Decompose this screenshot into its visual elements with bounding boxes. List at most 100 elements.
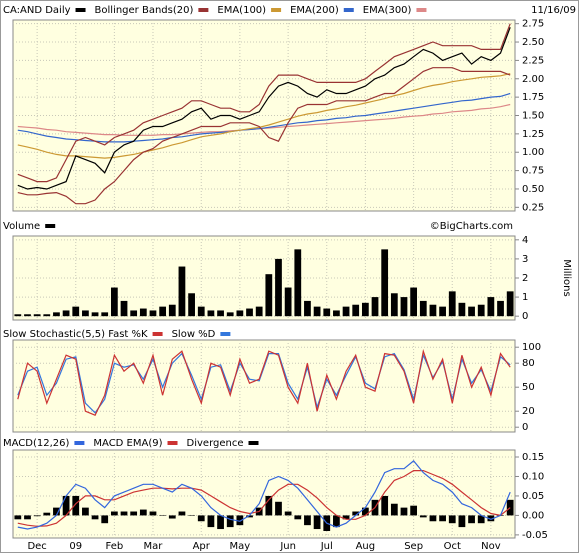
bar — [352, 511, 360, 516]
legend-swatch — [75, 8, 86, 12]
y-tick-label: 1 — [522, 292, 528, 303]
bar — [236, 310, 244, 317]
bar — [178, 266, 186, 317]
bar — [313, 515, 321, 530]
y-tick-label: 0.50 — [522, 184, 544, 195]
bar — [352, 304, 360, 317]
x-tick-label: Jun — [279, 541, 296, 552]
series-line — [17, 27, 511, 190]
bar — [139, 509, 147, 516]
bar — [468, 515, 475, 524]
bar — [333, 515, 340, 528]
y-tick-label: 2 — [522, 273, 528, 284]
bar — [14, 314, 22, 317]
bar — [139, 308, 147, 317]
bar — [477, 304, 485, 317]
bar — [24, 314, 31, 317]
y-tick-label: 0.75 — [522, 166, 544, 177]
bar — [168, 515, 176, 519]
bar — [72, 495, 80, 516]
bar — [53, 312, 60, 317]
legend-swatch — [198, 8, 209, 12]
bar — [255, 306, 263, 317]
bar — [246, 308, 253, 317]
legend-label: MACD EMA(9) — [93, 438, 162, 449]
series-line — [17, 23, 511, 183]
legend-label: Slow Stochastic(5,5) Fast %K — [3, 329, 148, 340]
legend-label: Slow %D — [172, 329, 216, 340]
bar — [101, 515, 109, 524]
bar — [188, 293, 195, 317]
bar — [294, 249, 302, 317]
y-tick-label: 2.50 — [522, 37, 544, 48]
bar — [448, 291, 456, 317]
bar — [265, 274, 273, 317]
x-tick-label: Dec — [27, 541, 46, 552]
bar — [43, 314, 51, 317]
legend-swatch — [343, 8, 354, 12]
bar — [439, 515, 446, 522]
x-tick-label: May — [230, 541, 251, 552]
x-tick-label: Aug — [356, 541, 376, 552]
y-tick-label: 50 — [522, 382, 535, 393]
bar — [410, 287, 418, 317]
legend-swatch — [416, 8, 427, 12]
bar — [361, 302, 369, 317]
bar — [159, 306, 167, 317]
bar — [120, 511, 128, 516]
bar — [72, 306, 80, 317]
x-tick-label: Jul — [320, 541, 333, 552]
y-tick-label: 80 — [522, 358, 535, 369]
bar — [371, 297, 379, 317]
bar — [130, 511, 138, 516]
plot-area — [12, 19, 516, 212]
bar — [130, 310, 138, 317]
series-line — [17, 348, 511, 416]
credit: ©BigCharts.com — [430, 221, 513, 232]
y-tick-label: 3 — [522, 254, 528, 265]
legend-label: Bollinger Bands(20) — [95, 5, 194, 16]
bar — [207, 515, 215, 528]
bar — [236, 515, 244, 526]
bar — [246, 515, 253, 518]
bar — [82, 507, 89, 516]
plot-area — [12, 449, 516, 539]
legend-swatch — [220, 332, 231, 336]
bar — [419, 300, 427, 317]
bar — [429, 304, 437, 317]
series-line — [17, 470, 511, 527]
bar — [448, 515, 456, 524]
bar — [477, 515, 485, 524]
bar — [226, 312, 234, 317]
bar — [197, 306, 205, 317]
x-tick-label: Oct — [444, 541, 461, 552]
bar — [168, 304, 176, 317]
series-line — [17, 73, 511, 159]
bar — [313, 306, 321, 317]
bar — [24, 515, 31, 520]
legend-swatch — [167, 441, 178, 445]
y-tick-label: 1.75 — [522, 92, 544, 103]
bar — [217, 515, 224, 530]
legend-swatch — [152, 332, 163, 336]
bar — [458, 302, 466, 317]
bar — [82, 310, 89, 317]
bar — [304, 300, 311, 317]
y-tick-label: 1.50 — [522, 111, 544, 122]
bar — [159, 515, 167, 516]
bar — [275, 258, 282, 317]
bar — [149, 511, 157, 516]
bar — [62, 495, 70, 516]
x-tick-label: Feb — [106, 541, 124, 552]
bar — [304, 515, 311, 526]
y-tick-label: 100 — [522, 342, 541, 353]
legend-swatch — [271, 8, 282, 12]
plot-area — [12, 339, 516, 433]
bar — [110, 511, 118, 516]
bar — [381, 249, 389, 317]
series-line — [17, 92, 511, 143]
y-tick-label: 0.25 — [522, 202, 544, 213]
bar — [361, 507, 369, 516]
legend-label: EMA(100) — [217, 5, 266, 16]
bar — [62, 310, 70, 317]
